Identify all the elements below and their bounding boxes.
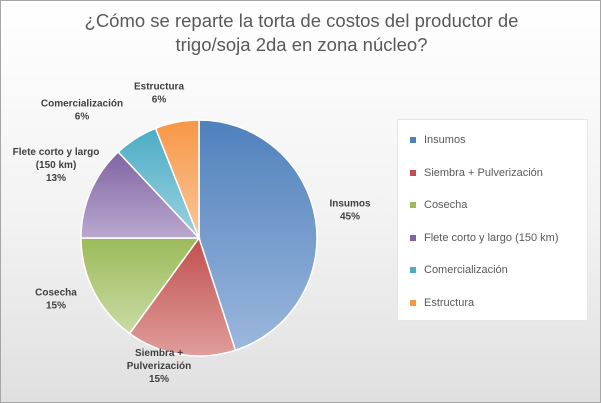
pie-slice-3 [80, 237, 201, 335]
pie-slice-6 [154, 119, 200, 239]
legend-item: Estructura [410, 295, 474, 311]
legend-swatch [410, 169, 416, 176]
data-label-4: Flete corto y largo (150 km) 13% [13, 147, 100, 184]
legend-swatch [410, 267, 416, 273]
legend-swatch [410, 137, 416, 143]
chart-title: ¿Cómo se reparte la torta de costos del … [1, 9, 600, 57]
legend-item: Comercialización [410, 262, 508, 278]
legend-swatch [410, 299, 416, 306]
legend-label: Cosecha [424, 199, 468, 211]
pie-slice-2 [128, 236, 237, 357]
legend-swatch [410, 202, 416, 208]
legend-label: Comercialización [424, 264, 508, 276]
data-label-2: Siembra + Pulverización 15% [127, 348, 191, 385]
pie-slice-1 [198, 119, 318, 352]
legend-label: Estructura [424, 296, 475, 309]
pie-slice-4 [80, 150, 201, 239]
legend-item: Cosecha [410, 197, 467, 213]
data-label-3: Cosecha 15% [35, 288, 77, 312]
legend-item: Flete corto y largo (150 km) [410, 230, 559, 246]
chart-title-line-1: ¿Cómo se reparte la torta de costos del … [84, 10, 519, 31]
legend: Insumos Siembra + Pulverización Cosecha Fle… [397, 119, 588, 321]
legend-label: Siembra + Pulverización [424, 166, 543, 179]
data-label-1: Insumos 45% [329, 199, 371, 223]
chart-title-line-2: trigo/soja 2da en zona núcleo? [175, 34, 428, 55]
legend-item: Siembra + Pulverización [410, 165, 543, 181]
legend-label: Flete corto y largo (150 km) [424, 231, 559, 244]
legend-swatch [410, 234, 416, 241]
data-label-6: Estructura 6% [134, 82, 184, 106]
data-label-5: Comercialización 6% [41, 99, 123, 123]
legend-label: Insumos [424, 134, 466, 146]
legend-item: Insumos [410, 132, 466, 148]
